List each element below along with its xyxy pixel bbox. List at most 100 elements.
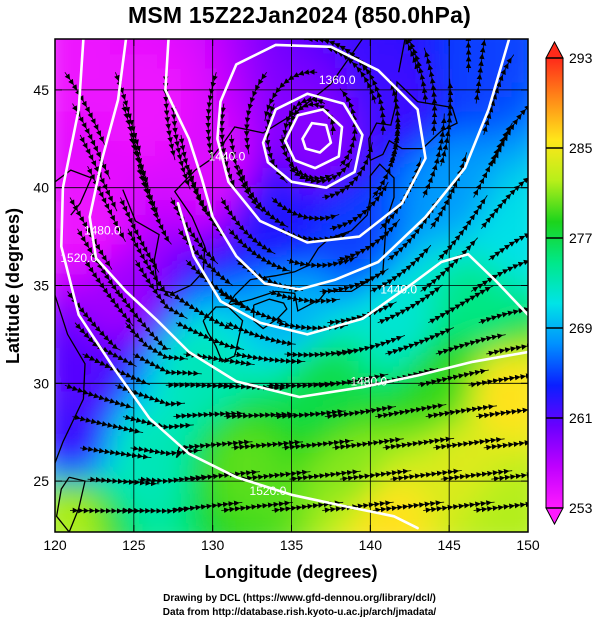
field-cell (145, 39, 159, 54)
field-cell (86, 302, 100, 318)
field-cell (62, 448, 76, 465)
field-cell (512, 404, 525, 421)
field-cell (524, 52, 528, 69)
field-cell (110, 390, 123, 406)
field-cell (512, 9, 525, 25)
field-cell (441, 9, 454, 25)
field-cell (157, 199, 171, 216)
colorbar: 293 285 277 269 261 253 (545, 40, 593, 526)
field-cell (382, 478, 395, 494)
field-cell (55, 67, 64, 84)
field-cell (157, 228, 171, 245)
x-axis: 120 125 130 135 140 145 150 (43, 39, 540, 553)
field-cell (133, 52, 147, 69)
field-cell (453, 434, 466, 450)
field-cell (299, 316, 313, 333)
streamline (220, 197, 276, 255)
field-cell (441, 52, 455, 69)
field-cell (453, 302, 466, 318)
field-cell (311, 434, 324, 450)
field-cell (464, 272, 478, 289)
field-cell (193, 228, 206, 245)
field-cell (335, 23, 348, 39)
field-cell (122, 111, 135, 128)
field-cell (204, 478, 218, 494)
field-cell (228, 23, 241, 39)
colorbar-ticks: 293 285 277 269 261 253 (546, 50, 593, 516)
field-cell (311, 258, 324, 274)
field-cell (335, 537, 348, 553)
field-cell (55, 228, 64, 245)
field-cell (110, 404, 123, 421)
field-cell (39, 141, 52, 157)
field-cell (252, 67, 265, 84)
field-cell (441, 492, 455, 509)
field-cell (488, 228, 502, 245)
field-cell (382, 96, 395, 113)
field-cell (500, 155, 514, 172)
streamline (438, 195, 488, 261)
field-cell (524, 155, 528, 172)
field-cell (334, 390, 348, 406)
field-cell (133, 67, 147, 84)
field-cell (346, 522, 360, 532)
field-cell (193, 522, 206, 532)
field-cell (204, 404, 218, 421)
field-cell (394, 448, 407, 465)
field-cell (382, 316, 395, 333)
field-cell (299, 346, 313, 362)
field-cell (205, 23, 218, 39)
field-cell (181, 522, 194, 532)
field-cell (524, 96, 528, 113)
field-cell (476, 155, 490, 172)
field-cell (110, 492, 123, 509)
field-cell (228, 419, 242, 436)
field-cell (240, 170, 254, 186)
field-cell (55, 331, 64, 348)
field-cell (346, 390, 360, 406)
field-cell (275, 331, 289, 348)
field-cell (394, 419, 407, 436)
field-cell (228, 214, 242, 230)
field-cell (464, 111, 478, 128)
field-cell (55, 448, 64, 465)
field-cell (193, 111, 206, 128)
field-cell (488, 287, 502, 304)
field-cell (145, 492, 159, 509)
streamline (476, 405, 528, 419)
field-cell (382, 39, 395, 54)
field-cell (500, 243, 514, 260)
field-cell (441, 448, 455, 465)
field-cell (382, 448, 395, 465)
field-cell (453, 419, 466, 436)
field-cell (287, 478, 301, 494)
field-cell (122, 243, 135, 260)
field-cell (133, 199, 147, 216)
field-cell (181, 23, 194, 39)
field-cell (394, 331, 407, 348)
y-tick-label: 35 (33, 278, 49, 294)
field-cell (98, 302, 112, 318)
field-cell (429, 463, 443, 480)
field-cell (346, 199, 360, 216)
field-cell (55, 52, 64, 69)
field-cell (145, 140, 159, 157)
field-cell (133, 39, 147, 54)
y-tick-label: 30 (33, 375, 49, 391)
field-cell (488, 448, 502, 465)
field-cell (193, 478, 206, 494)
field-cell (86, 434, 100, 450)
colorbar-tick-label: 285 (569, 140, 593, 156)
streamline (488, 224, 528, 261)
field-cell (252, 434, 265, 450)
field-cell (169, 9, 182, 25)
field-cell (145, 522, 159, 532)
geopotential-contours (60, 39, 528, 530)
field-cell (193, 404, 206, 421)
field-cell (55, 492, 64, 509)
streamline (483, 437, 528, 451)
colorbar-tick-label: 269 (569, 320, 593, 336)
field-cell (122, 331, 135, 348)
field-cell (193, 126, 206, 142)
